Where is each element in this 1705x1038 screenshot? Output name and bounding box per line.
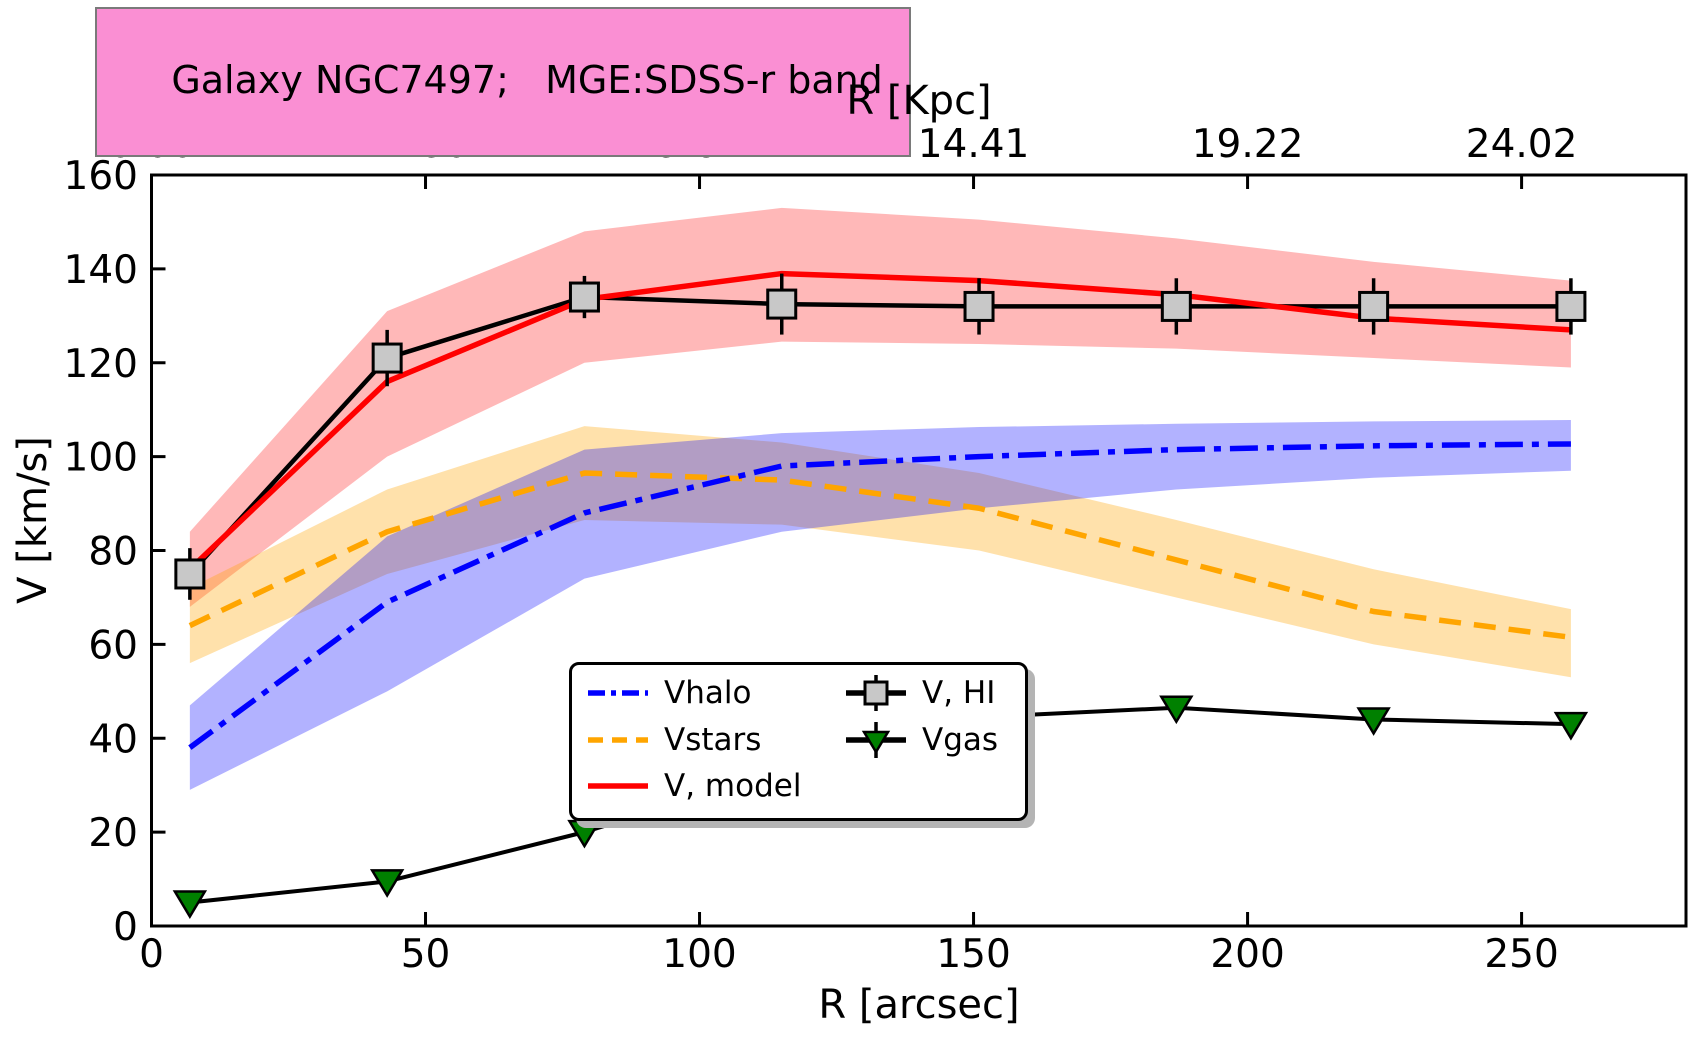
marker-triangle-Vgas (369, 869, 405, 898)
y-tick-label: 40 (88, 717, 138, 762)
marker-triangle-Vgas (172, 890, 208, 919)
y-tick-label: 140 (64, 248, 138, 293)
marker-triangle-Vgas (1356, 707, 1391, 736)
y-tick-label: 120 (64, 342, 138, 387)
y-tick-label: 0 (113, 905, 138, 950)
legend-entry-V_HI: V, HI (844, 673, 995, 713)
band-Vstars (189, 426, 1571, 678)
x-tick-label-top: 19.22 (1192, 122, 1304, 167)
line-V_HI (188, 294, 1571, 576)
marker-square-V_HI (766, 288, 798, 320)
legend-entry-Vhalo: Vhalo (586, 673, 751, 713)
y-tick-label: 100 (64, 436, 138, 481)
y-tick-label: 160 (64, 154, 138, 199)
marker-square-V_HI (963, 290, 995, 322)
plot-title-badge: Galaxy NGC7497; MGE:SDSS-r band (95, 7, 911, 157)
marker-triangle-Vgas (1159, 695, 1194, 725)
x-tick-label-bottom: 250 (1484, 932, 1558, 977)
legend-sample-Vstars (588, 737, 648, 743)
x-tick-label-bottom: 100 (662, 932, 736, 977)
marker-square-V_HI (1555, 290, 1587, 322)
y-tick-label: 60 (88, 623, 138, 668)
line-V_model (187, 270, 1572, 572)
legend-entry-V_model: V, model (586, 766, 801, 806)
marker-square-V_HI (174, 558, 206, 590)
legend-box: Vhalo Vstars V, model V, HI Vgas (569, 662, 1028, 821)
y-axis-label: V [km/s] (10, 436, 56, 604)
legend-entry-Vstars: Vstars (586, 720, 761, 760)
legend-label-Vstars: Vstars (664, 722, 762, 758)
legend-sample-Vhalo (588, 690, 648, 696)
marker-triangle-Vgas (1553, 711, 1589, 741)
x-tick-label-bottom: 50 (401, 932, 451, 977)
legend-label-V_model: V, model (664, 768, 802, 804)
plot-title: Galaxy NGC7497; MGE:SDSS-r band (171, 58, 883, 102)
x-tick-label-top: 24.02 (1466, 122, 1578, 167)
legend-label-Vgas: Vgas (922, 722, 999, 758)
legend-label-V_HI: V, HI (922, 675, 996, 711)
x-tick-label-bottom: 150 (936, 932, 1010, 977)
marker-square-V_HI (1358, 290, 1390, 322)
legend-label-Vhalo: Vhalo (664, 675, 752, 711)
bottom-axis-label: R [arcsec] (818, 982, 1020, 1028)
marker-square-V_HI (1160, 290, 1192, 322)
line-Vhalo (188, 441, 1571, 750)
x-tick-label-top: 14.41 (918, 122, 1030, 167)
legend-sample-V_HI (846, 675, 906, 711)
y-tick-label: 20 (88, 811, 138, 856)
y-tick-label: 80 (88, 530, 138, 575)
x-tick-label-bottom: 0 (139, 932, 164, 977)
x-tick-label-bottom: 200 (1210, 932, 1284, 977)
legend-entry-Vgas: Vgas (844, 720, 998, 760)
line-Vstars (188, 470, 1572, 641)
marker-triangle-Vgas (567, 819, 602, 849)
legend-sample-V_model (588, 783, 648, 789)
legend-sample-Vgas (846, 722, 906, 758)
band-Vhalo (189, 420, 1571, 790)
top-axis-label: R [Kpc] (846, 78, 992, 124)
marker-square-V_HI (371, 342, 403, 374)
marker-square-V_HI (568, 281, 600, 313)
